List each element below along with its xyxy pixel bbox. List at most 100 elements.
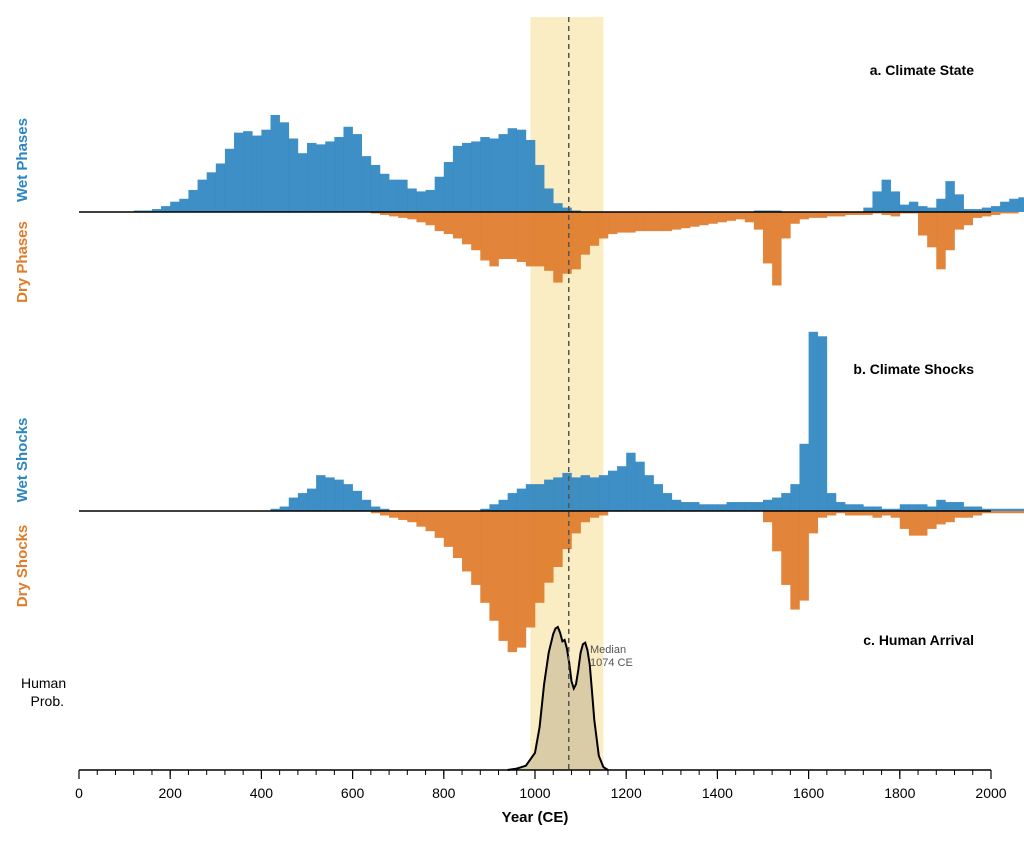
panel-b-upper-bar <box>635 461 645 511</box>
panel-a-upper-bar <box>261 129 271 212</box>
panel-a-lower-bar <box>516 212 527 262</box>
panel-a-lower-bar <box>954 212 964 230</box>
panel-a-lower-bar <box>690 212 700 227</box>
panel-a-upper-bar <box>197 179 207 212</box>
panel-b-lower-bar <box>443 511 454 547</box>
panel-a-lower-bar <box>379 212 390 215</box>
panel-a-lower-bar <box>598 212 609 239</box>
x-axis-title: Year (CE) <box>502 809 569 826</box>
panel-b-upper-bar <box>845 504 855 511</box>
panel-b-lower-bar <box>981 511 992 514</box>
panel-a-upper-bar <box>389 179 399 212</box>
panel-a-lower-bar <box>617 212 627 233</box>
panel-a-lower-bar <box>562 212 572 274</box>
human-prob-label: Human Prob. <box>21 675 70 709</box>
panel-b-lower-bar <box>890 511 901 518</box>
panel-b-lower-bar <box>927 511 937 529</box>
panel-b-upper-bar <box>753 502 764 511</box>
panel-a-upper-bar <box>1018 197 1024 212</box>
panel-b-upper-bar <box>507 493 518 511</box>
panel-a-lower-bar <box>653 212 663 232</box>
panel-b-lower-bar <box>972 511 983 516</box>
panel-a-lower-bar <box>918 212 928 236</box>
panel-a-upper-bar <box>1009 198 1019 212</box>
panel-a-upper-bar <box>243 131 253 212</box>
panel-b-lower-bar <box>516 511 527 648</box>
panel-a-upper-bar <box>525 139 536 212</box>
panel-b-lower-bar <box>1009 511 1019 514</box>
panel-b-upper-bar <box>671 499 682 511</box>
panel-b-lower-bar <box>489 511 499 621</box>
panel-a-lower-bar <box>525 212 536 267</box>
panel-a-lower-bar <box>799 212 809 220</box>
human-prob-line1: Human <box>21 675 66 691</box>
panel-b-upper-bar <box>553 477 563 511</box>
panel-b-lower-bar <box>598 511 609 516</box>
panel-b-upper-bar <box>489 504 499 511</box>
panel-b-lower-bar <box>954 511 964 518</box>
human-arrival-density-area <box>507 627 608 770</box>
panel-a-upper-bar <box>516 129 527 212</box>
panel-a-upper-bar <box>206 172 217 212</box>
panel-b-upper-bar <box>927 506 937 511</box>
panel-a-lower-bar <box>699 212 709 226</box>
panel-b-upper-bar <box>516 488 527 511</box>
panel-a-lower-bar <box>407 212 417 220</box>
panel-b-upper-bar <box>316 475 326 511</box>
x-tick-label: 600 <box>341 785 365 801</box>
panel-b-upper-bar <box>954 502 964 511</box>
panel-b-lower-bar <box>826 511 837 516</box>
panel-b-lower-bar <box>881 511 891 516</box>
panel-a-upper-bar <box>562 207 572 212</box>
panel-b-upper-bar <box>808 331 819 511</box>
panel-a-upper-bar <box>462 142 472 212</box>
panel-a-lower-bar <box>845 212 855 215</box>
panel-a-upper-bar <box>443 162 454 212</box>
panel-b-upper-bar <box>580 475 591 511</box>
panel-b-lower-bar <box>790 511 800 610</box>
panel-a-upper-bar <box>981 207 992 212</box>
panel-a-upper-bar <box>498 134 508 212</box>
panel-b-lower-bar <box>781 511 791 585</box>
panel-a-lower-bar <box>443 212 454 235</box>
panel-b-upper-bar <box>908 504 919 511</box>
panel-a-lower-bar <box>835 212 846 217</box>
panel-a-lower-bar <box>991 212 1001 215</box>
panel-b-lower-bar <box>480 511 490 603</box>
panel-a-upper-bar <box>343 126 353 212</box>
panel-b-upper-bar <box>735 502 746 511</box>
panel-b-lower-bar <box>1000 511 1010 514</box>
panel-a-upper-bar <box>224 148 235 212</box>
panel-a-upper-bar <box>452 145 463 212</box>
panel-b-upper-bar <box>1009 508 1019 511</box>
panel-a-upper-bar <box>234 132 244 212</box>
panel-a-upper-bar <box>553 203 563 212</box>
panel-a-upper-bar <box>963 209 974 212</box>
panel-b-lower-bar <box>991 511 1001 514</box>
panel-a-lower-bar <box>945 212 955 251</box>
panel-a-lower-bar <box>452 212 463 239</box>
panel-a-title: a. Climate State <box>870 62 974 78</box>
panel-b-upper-bar <box>817 336 828 511</box>
panel-b-lower-bar <box>571 511 581 534</box>
panel-a-lower-bar <box>1009 212 1019 214</box>
panel-a-lower-bar <box>972 212 983 218</box>
panel-b-upper-bar <box>890 508 901 511</box>
panel-b-upper-bar <box>972 506 983 511</box>
panel-b-lower-bar <box>899 511 910 529</box>
panel-a-lower-bar <box>626 212 636 233</box>
panel-a-upper-bar <box>307 142 317 212</box>
uncertainty-band <box>530 17 604 770</box>
panel-b-lower-bar <box>854 511 864 516</box>
panel-a-upper-bar <box>480 137 490 212</box>
panel-a-lower-bar <box>817 212 828 218</box>
panel-a-upper-bar <box>489 138 499 212</box>
panel-b-upper-bar <box>626 452 636 511</box>
panel-a-upper-bar <box>535 164 545 212</box>
panel-b-upper-bar <box>826 493 837 511</box>
panel-b-upper-bar <box>279 506 290 511</box>
panel-b-upper-bar <box>1000 508 1010 511</box>
panel-b-upper-bar <box>945 502 955 511</box>
panel-a-lower-bar <box>753 212 764 230</box>
